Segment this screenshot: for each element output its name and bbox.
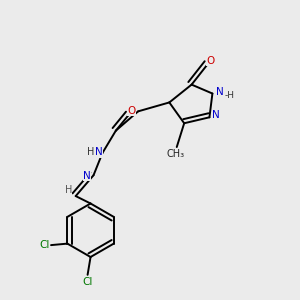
- Text: H: H: [64, 184, 72, 194]
- Text: CH₃: CH₃: [166, 149, 184, 160]
- Text: O: O: [206, 56, 214, 66]
- Text: Cl: Cl: [82, 277, 93, 287]
- Text: H: H: [87, 147, 94, 158]
- Text: N: N: [95, 147, 103, 158]
- Text: Cl: Cl: [39, 240, 50, 250]
- Text: N: N: [83, 171, 91, 181]
- Text: O: O: [128, 106, 136, 116]
- Text: -H: -H: [225, 92, 235, 100]
- Text: N: N: [216, 87, 224, 97]
- Text: N: N: [212, 110, 220, 120]
